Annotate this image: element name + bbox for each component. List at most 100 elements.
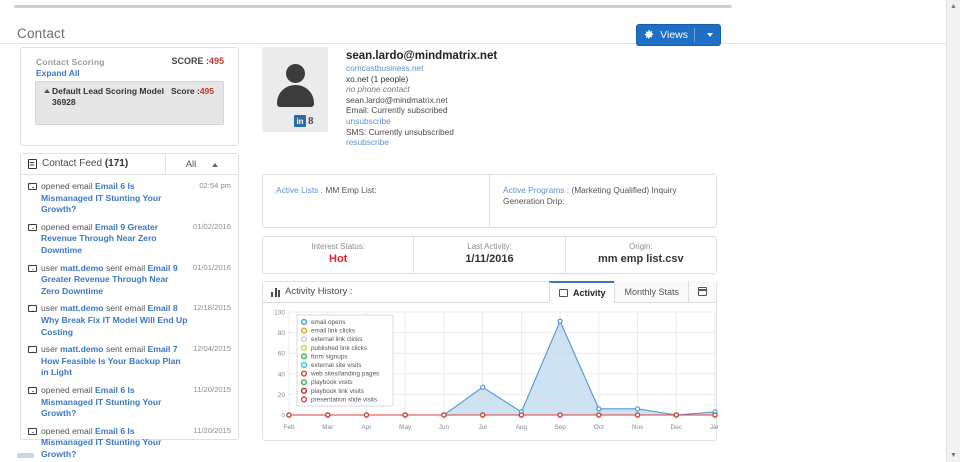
feed-item[interactable]: user matt.demo sent email Email 9 Greate… <box>21 260 238 301</box>
data-point[interactable] <box>596 406 602 412</box>
feed-item-link[interactable]: Email 6 Is Mismanaged IT Stunting Your G… <box>41 384 162 419</box>
data-point[interactable] <box>480 384 486 390</box>
lead-scoring-model-name: Default Lead Scoring Model 36928 <box>52 86 172 107</box>
feed-item-prefix: user <box>41 303 61 314</box>
legend-entry[interactable]: web sites/landing pages <box>310 371 379 378</box>
feed-item-link[interactable]: Email 9 Greater Revenue Through Near Zer… <box>41 262 178 296</box>
feed-item-text: opened email Email 6 Is Mismanaged IT St… <box>41 385 230 420</box>
status-cell: Origin: mm emp list.csv <box>564 237 716 273</box>
contact-company[interactable]: xo.net (1 people) <box>346 74 546 85</box>
caret-up-icon[interactable] <box>212 162 219 167</box>
tab-monthly-stats[interactable]: Monthly Stats <box>614 281 688 303</box>
envelope-icon <box>28 346 37 354</box>
resubscribe-link[interactable]: resubscribe <box>346 137 389 148</box>
legend-entry[interactable]: presentation slide visits <box>311 396 377 403</box>
feed-title-text: Contact Feed <box>42 158 103 169</box>
legend-entry[interactable]: email link clicks <box>311 328 355 335</box>
feed-item-mid: sent email <box>103 344 148 355</box>
legend-entry[interactable]: form signups <box>311 353 348 360</box>
active-programs-cell: Active Programs : (Marketing Qualified) … <box>489 175 716 227</box>
feed-item[interactable]: user matt.demo sent email Email 7 How Fe… <box>21 341 238 382</box>
page-scrollbar[interactable]: ▲ ▼ <box>946 0 960 462</box>
email-subscription-status: Email: Currently subscribed <box>346 105 448 116</box>
unsubscribe-link[interactable]: unsubscribe <box>346 115 391 126</box>
legend-entry[interactable]: playbook link visits <box>311 388 364 395</box>
y-axis-tick: 20 <box>278 392 286 399</box>
tab-activity[interactable]: Activity <box>548 281 615 303</box>
feed-filter-dropdown[interactable]: All <box>165 154 238 175</box>
x-axis-tick: Sep <box>554 424 566 431</box>
tab-calendar[interactable] <box>688 281 716 303</box>
data-point[interactable] <box>402 412 408 418</box>
model-score-prefix: Score : <box>170 86 200 96</box>
social-icons: in 8 <box>294 115 314 127</box>
data-point[interactable] <box>286 412 292 418</box>
y-axis-tick: 0 <box>281 413 285 420</box>
status-label: Origin: <box>629 242 653 251</box>
legend-entry[interactable]: playbook visits <box>311 379 353 386</box>
feed-item-link[interactable]: Email 9 Greater Revenue Through Near Zer… <box>41 221 159 255</box>
feed-item-date: 01/02/2016 <box>192 221 231 231</box>
feed-item[interactable]: opened email Email 6 Is Mismanaged IT St… <box>21 423 238 462</box>
y-axis-tick: 100 <box>274 310 285 317</box>
data-point[interactable] <box>634 412 641 418</box>
model-id-text: 36928 <box>52 96 76 107</box>
legend-entry[interactable]: published link clicks <box>311 345 367 352</box>
contact-feed-title: Contact Feed (171) <box>42 158 128 169</box>
feed-item-user[interactable]: matt.demo <box>60 303 104 314</box>
feed-item-link[interactable]: Email 8 Why Break Fix IT Model Will End … <box>41 303 188 337</box>
data-point[interactable] <box>518 412 524 418</box>
legend-entry[interactable]: external site visits <box>311 362 361 369</box>
scroll-down-arrow[interactable]: ▼ <box>950 452 957 459</box>
data-point[interactable] <box>557 412 563 418</box>
data-point[interactable] <box>363 412 370 418</box>
collapse-triangle-icon[interactable] <box>44 89 50 93</box>
feed-item[interactable]: opened email Email 6 Is Mismanaged IT St… <box>21 382 238 423</box>
scroll-up-arrow[interactable]: ▲ <box>950 3 957 10</box>
company-people-count: (1 people) <box>370 73 409 84</box>
views-separator <box>694 28 695 42</box>
legend-entry[interactable]: external link clicks <box>311 336 363 343</box>
data-point[interactable] <box>673 412 679 418</box>
views-label: Views <box>660 29 688 41</box>
activity-chart: 0 20 40 60 80 100 Feb Mar Apr May Jun Jul Aug Sep Oct N… <box>263 303 718 440</box>
contact-feed-card: Contact Feed (171) All opened email Emai… <box>20 153 239 459</box>
chevron-down-icon[interactable] <box>707 33 713 37</box>
feed-item-date: 11/20/2015 <box>193 384 231 394</box>
data-point[interactable] <box>596 412 602 418</box>
data-point[interactable] <box>325 412 331 418</box>
linkedin-icon[interactable]: in <box>294 115 306 127</box>
feed-item-date: 02:54 pm <box>199 181 231 190</box>
active-lists-label[interactable]: Active Lists : <box>276 185 324 195</box>
feed-item-link[interactable]: Email 6 Is Mismanaged IT Stunting Your G… <box>41 181 162 215</box>
data-point[interactable] <box>441 412 447 418</box>
data-point[interactable] <box>634 406 641 412</box>
active-lists-value: MM Emp List: <box>325 185 377 195</box>
page-footer-chip <box>17 453 34 458</box>
feed-item-link[interactable]: Email 7 How Feasible Is Your Backup Plan… <box>41 344 181 378</box>
active-programs-label[interactable]: Active Programs : <box>503 185 570 195</box>
feed-item-text: user matt.demo sent email Email 8 Why Br… <box>41 303 230 338</box>
data-point[interactable] <box>712 412 718 418</box>
feed-item[interactable]: user matt.demo sent email Email 8 Why Br… <box>21 300 238 341</box>
legend-entry[interactable]: email opens <box>311 319 345 326</box>
contact-domain[interactable]: comcastbusiness.net <box>346 63 424 73</box>
feed-item[interactable]: opened email Email 6 Is Mismanaged IT St… <box>21 178 238 219</box>
feed-item-date: 12/18/2015 <box>192 303 231 313</box>
tab-monthly-label: Monthly Stats <box>624 286 679 297</box>
google-plus-icon[interactable]: 8 <box>308 115 314 127</box>
feed-item-user[interactable]: matt.demo <box>60 344 104 355</box>
views-button[interactable]: Views <box>636 24 721 46</box>
envelope-icon <box>28 386 37 394</box>
contact-details: sean.lardo@mindmatrix.net comcastbusines… <box>346 49 546 148</box>
lead-scoring-model-row[interactable]: Default Lead Scoring Model 36928 Score :… <box>35 81 224 125</box>
feed-item-user[interactable]: matt.demo <box>60 262 104 273</box>
page-title: Contact <box>17 26 65 41</box>
status-cell: Interest Status: Hot <box>263 237 413 273</box>
feed-item[interactable]: opened email Email 9 Greater Revenue Thr… <box>21 219 238 260</box>
data-point[interactable] <box>557 318 563 324</box>
active-lists-cell: Active Lists : MM Emp List: <box>263 175 489 227</box>
data-point[interactable] <box>480 412 486 418</box>
expand-all-link[interactable]: Expand All <box>36 68 80 78</box>
feed-item-link[interactable]: Email 6 Is Mismanaged IT Stunting Your G… <box>41 425 162 459</box>
